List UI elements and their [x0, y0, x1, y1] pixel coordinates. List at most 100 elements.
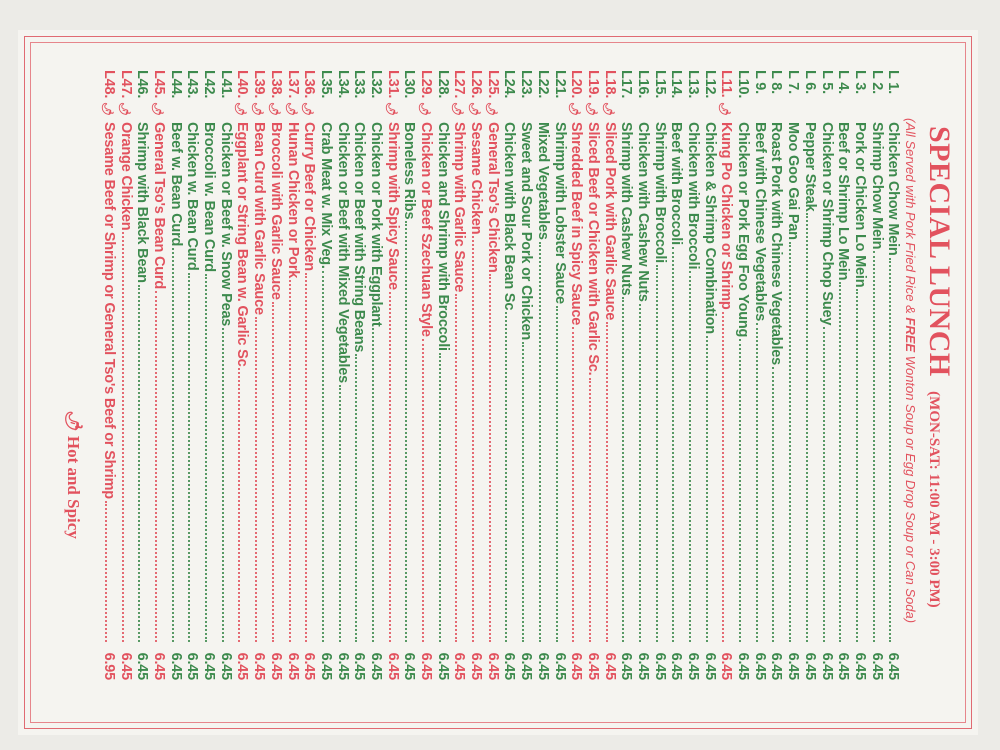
item-number: L45.: [151, 70, 168, 99]
item-name: Pork or Chicken Lo Mein: [851, 122, 868, 288]
subtitle-free: FREE: [903, 317, 918, 353]
menu-item: L18. 🌶︎ Sliced Pork with Garlic Sauce 6.45: [602, 70, 619, 680]
dot-leader: [438, 352, 441, 642]
menu-item: L17. Shrimp with Cashew Nuts 6.45: [618, 70, 635, 680]
hot-pepper-icon: 🌶︎: [117, 102, 130, 116]
item-number: L39.: [251, 70, 268, 99]
hot-pepper-icon: 🌶︎: [468, 102, 481, 116]
item-number: L16.: [635, 70, 651, 99]
hot-pepper-icon: 🌶︎: [484, 102, 497, 116]
menu-item: L22. Mixed Vegetables 6.45: [535, 70, 552, 680]
hot-pepper-icon: 🌶︎: [718, 102, 731, 116]
hot-pepper-icon: 🌶︎: [234, 102, 247, 116]
menu-item: L34. Chicken or Beef with Mixed Vegetable…: [335, 70, 352, 680]
menu-item: L25. 🌶︎ General Tso's Chicken 6.45: [485, 70, 502, 680]
dot-leader: [572, 327, 575, 642]
menu-item: L29. 🌶︎ Chicken or Beef Szechuan Style 6.45: [418, 70, 435, 680]
hot-pepper-icon: 🌶︎: [64, 410, 83, 432]
item-number: L 5.: [818, 70, 835, 94]
dot-leader: [889, 257, 892, 642]
dot-leader: [739, 339, 742, 642]
item-price: 6.45: [484, 652, 501, 680]
menu-item: L20. 🌶︎ Shredded Beef in Spicy Sauce 6.45: [568, 70, 585, 680]
item-name: Roast Pork with Chinese Vegetables: [768, 122, 785, 365]
hot-pepper-icon: 🌶︎: [568, 102, 581, 116]
dot-leader: [388, 291, 391, 642]
menu-item: L 7. Moo Goo Gai Pan 6.45: [785, 70, 802, 680]
subtitle-part: (All Served with Pork Fried Rice &: [903, 118, 918, 318]
dot-leader: [622, 297, 625, 642]
item-price: 6.45: [167, 652, 184, 680]
dot-leader: [839, 282, 842, 642]
dot-leader: [155, 291, 158, 642]
item-name: Sweet and Sour Pork or Chicken: [518, 122, 535, 340]
menu-item: L 9. Beef with Chinese Vegetables 6.45: [752, 70, 769, 680]
item-price: 6.45: [468, 652, 485, 680]
hot-pepper-icon: 🌶︎: [584, 102, 597, 116]
item-name: Beef or Shrimp Lo Mein: [835, 122, 852, 281]
dot-leader: [672, 246, 675, 642]
dot-leader: [138, 284, 141, 642]
hot-pepper-icon: 🌶︎: [284, 102, 297, 116]
item-price: 6.45: [401, 652, 418, 680]
item-number: L10.: [735, 70, 752, 99]
item-number: L21.: [551, 70, 568, 99]
item-number: L28.: [434, 70, 451, 99]
hot-pepper-icon: 🌶︎: [451, 102, 464, 116]
menu-item: L14. Beef with Broccoli 6.45: [668, 70, 685, 680]
item-number: L29.: [418, 70, 435, 99]
menu-item: L24. Chicken with Black Bean Sc 6.45: [502, 70, 519, 680]
dot-leader: [755, 323, 758, 642]
item-price: 6.45: [801, 652, 818, 680]
menu-item: L36. 🌶︎ Curry Beef or Chicken 6.45: [301, 70, 318, 680]
hot-pepper-icon: 🌶︎: [384, 102, 397, 116]
item-name: Pepper Steak: [801, 122, 818, 212]
item-price: 6.45: [651, 652, 668, 680]
dot-leader: [355, 354, 358, 642]
item-name: Shrimp with Lobster Sauce: [551, 122, 568, 304]
menu-item: L 8. Roast Pork with Chinese Vegetables 6.…: [769, 70, 786, 680]
dot-leader: [455, 294, 458, 642]
dot-leader: [538, 241, 541, 642]
dot-leader: [588, 377, 591, 642]
menu-item: L44. Beef w. Bean Curd 6.45: [168, 70, 185, 680]
item-number: L27.: [451, 70, 468, 99]
item-number: L18.: [601, 70, 618, 99]
item-price: 6.45: [418, 652, 435, 680]
item-name: Chicken and Shrimp with Broccoli: [434, 122, 451, 351]
item-name: Shrimp with Broccoli: [651, 122, 668, 264]
item-number: L35.: [317, 70, 334, 99]
item-name: Hunan Chicken or Pork: [284, 122, 301, 279]
item-name: Shrimp Chow Mein: [868, 122, 885, 250]
hot-pepper-icon: 🌶︎: [151, 102, 164, 116]
item-number: L31.: [384, 70, 401, 99]
item-number: L43.: [184, 70, 201, 99]
item-price: 6.45: [267, 652, 284, 680]
menu-item: L11. 🌶︎ Kung Po Chicken or Shrimp 6.45: [718, 70, 735, 680]
hot-pepper-icon: 🌶︎: [251, 102, 264, 116]
dot-leader: [288, 280, 291, 642]
item-price: 6.45: [751, 652, 768, 680]
dot-leader: [655, 265, 658, 642]
item-name: Boneless Ribs: [401, 122, 418, 220]
item-price: 6.45: [334, 652, 351, 680]
item-price: 6.45: [117, 652, 134, 680]
item-name: Broccoli w. Bean Curd: [201, 122, 218, 272]
menu-item: L33. Chicken or Beef with String Beans 6.4…: [351, 70, 368, 680]
dot-leader: [188, 272, 191, 642]
dot-leader: [855, 289, 858, 642]
item-price: 6.45: [518, 652, 535, 680]
item-name: Chicken or Beef w. Snow Peas: [217, 122, 234, 327]
menu-item: L42. Broccoli w. Bean Curd 6.45: [201, 70, 218, 680]
item-name: Shrimp with Spicy Sauce: [384, 122, 401, 290]
item-name: Curry Beef or Chicken: [301, 122, 318, 271]
menu-item: L15. Shrimp with Broccoli 6.45: [652, 70, 669, 680]
item-name: Shrimp with Black Bean: [134, 122, 151, 283]
item-name: Chicken or Pork Egg Foo Young: [735, 122, 752, 338]
menu-item: L32. Chicken or Pork with Eggplant 6.45: [368, 70, 385, 680]
item-name: Shrimp with Cashew Nuts: [618, 122, 635, 296]
item-price: 6.45: [368, 652, 384, 680]
item-number: L 3.: [851, 70, 868, 94]
item-number: L24.: [501, 70, 518, 99]
dot-leader: [872, 251, 875, 642]
